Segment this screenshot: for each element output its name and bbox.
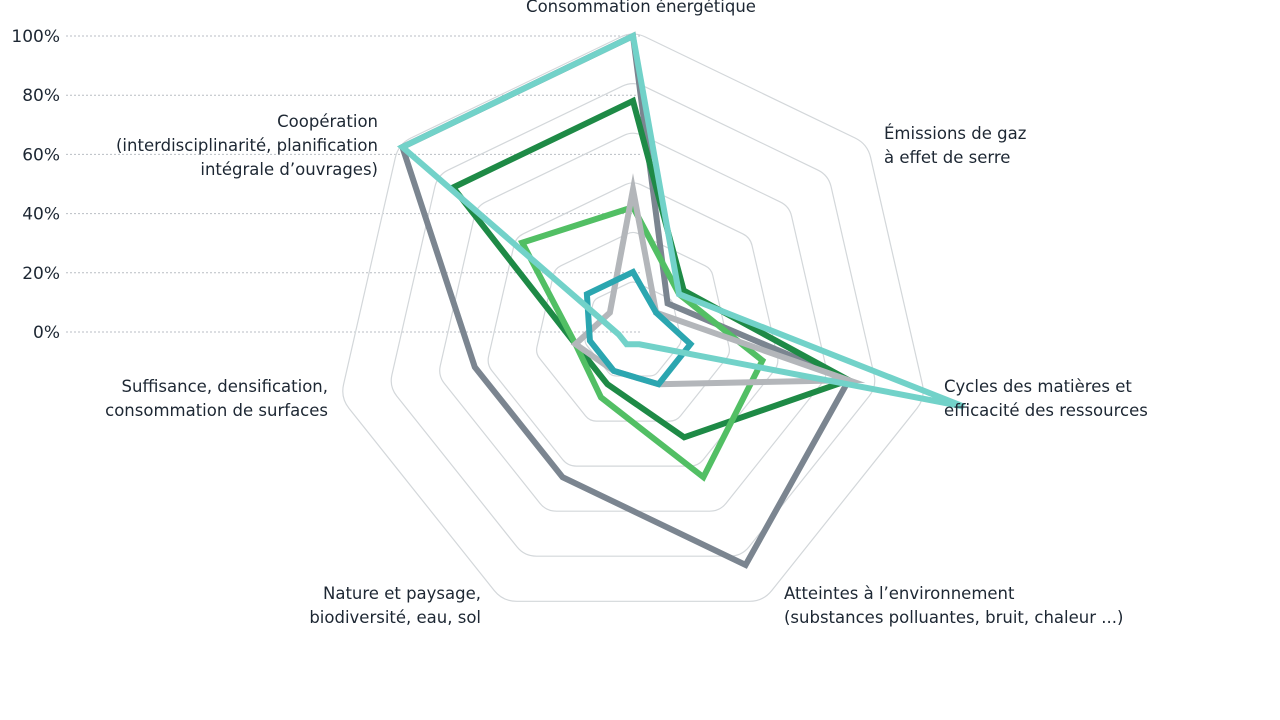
axis-label-line: Suffisance, densification,	[122, 377, 328, 396]
axis-label: Nature et paysage, biodiversité, eau, sol	[309, 584, 481, 627]
axis-label-line: Consommation énergétique	[526, 0, 756, 16]
y-tick-label: 100%	[11, 27, 60, 47]
axis-label-line: Cycles des matières et	[944, 377, 1132, 396]
y-tick-label: 0%	[33, 323, 60, 343]
y-gridlines: 100% 80% 60% 40% 20% 0%	[11, 27, 640, 343]
axis-label-line: Coopération	[277, 112, 378, 131]
axis-label-line: (substances polluantes, bruit, chaleur .…	[784, 608, 1123, 627]
y-tick-label: 20%	[22, 264, 60, 284]
y-tick-label: 80%	[22, 86, 60, 106]
axis-label-line: Nature et paysage,	[323, 584, 481, 603]
axis-labels: Consommation énergétique Émissions de gaz…	[105, 0, 1148, 627]
axis-label: Coopération (interdisciplinarité, planifi…	[116, 112, 378, 179]
radar-ring	[439, 132, 827, 512]
series-line-6	[396, 31, 965, 410]
y-tick-label: 60%	[22, 145, 60, 165]
radar-ring	[536, 231, 730, 422]
series-line-1	[398, 31, 853, 569]
axis-label-line: Émissions de gaz	[884, 124, 1026, 143]
axis-label-line: intégrale d’ouvrages)	[200, 160, 378, 179]
axis-label-line: consommation de surfaces	[105, 401, 328, 420]
axis-label-line: (interdisciplinarité, planification	[116, 136, 378, 155]
axis-label-line: biodiversité, eau, sol	[309, 608, 481, 627]
axis-label: Émissions de gaz à effet de serre	[884, 124, 1026, 167]
axis-label: Consommation énergétique	[526, 0, 756, 16]
radar-ring	[390, 83, 876, 557]
radar-ring	[342, 33, 924, 602]
axis-label-line: efficacité des ressources	[944, 401, 1148, 420]
radar-series	[396, 31, 965, 569]
axis-label-line: Atteintes à l’environnement	[784, 584, 1015, 603]
axis-label: Cycles des matières et efficacité des res…	[944, 377, 1148, 420]
axis-label: Suffisance, densification, consommation d…	[105, 377, 328, 420]
radar-ring	[487, 182, 779, 467]
y-tick-label: 40%	[22, 205, 60, 225]
axis-label: Atteintes à l’environnement (substances p…	[784, 584, 1123, 627]
axis-label-line: à effet de serre	[884, 148, 1010, 167]
series-line-5	[583, 268, 695, 388]
radar-rings	[342, 33, 924, 602]
